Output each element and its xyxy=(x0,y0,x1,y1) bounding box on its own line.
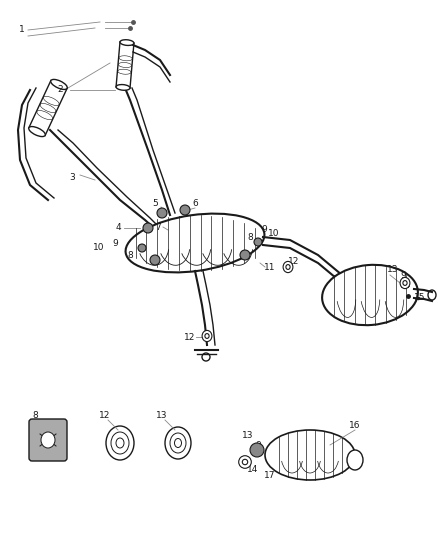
Ellipse shape xyxy=(41,432,55,448)
Ellipse shape xyxy=(126,214,265,272)
Ellipse shape xyxy=(239,456,251,469)
Text: 9: 9 xyxy=(255,441,261,450)
Ellipse shape xyxy=(120,40,134,45)
Ellipse shape xyxy=(403,280,407,285)
Ellipse shape xyxy=(202,330,212,342)
Ellipse shape xyxy=(400,277,410,288)
Text: 3: 3 xyxy=(69,174,75,182)
Text: 10: 10 xyxy=(93,244,105,253)
Ellipse shape xyxy=(138,244,146,252)
Text: 13: 13 xyxy=(156,411,168,421)
Text: 13: 13 xyxy=(242,432,254,440)
Text: 8: 8 xyxy=(247,233,253,243)
Ellipse shape xyxy=(106,426,134,460)
Text: 1: 1 xyxy=(19,26,25,35)
Ellipse shape xyxy=(163,223,177,237)
Ellipse shape xyxy=(254,238,262,246)
Text: 14: 14 xyxy=(400,280,412,289)
Text: 6: 6 xyxy=(192,198,198,207)
Text: 12: 12 xyxy=(99,411,111,421)
Ellipse shape xyxy=(174,439,181,448)
Text: 7: 7 xyxy=(155,222,161,231)
Text: 4: 4 xyxy=(115,223,121,232)
Ellipse shape xyxy=(202,353,210,361)
Ellipse shape xyxy=(165,427,191,459)
Text: 13: 13 xyxy=(387,265,399,274)
Text: 2: 2 xyxy=(57,85,63,94)
Ellipse shape xyxy=(242,459,248,465)
Ellipse shape xyxy=(205,334,209,338)
Text: 9: 9 xyxy=(261,225,267,235)
Ellipse shape xyxy=(167,227,173,233)
Ellipse shape xyxy=(116,438,124,448)
Text: 17: 17 xyxy=(264,472,276,481)
Text: 9: 9 xyxy=(112,239,118,248)
Text: 8: 8 xyxy=(127,252,133,261)
Text: 11: 11 xyxy=(264,262,276,271)
Text: 5: 5 xyxy=(152,198,158,207)
Text: 10: 10 xyxy=(268,229,280,238)
Text: 14: 14 xyxy=(247,465,259,474)
Ellipse shape xyxy=(283,261,293,272)
Text: 15: 15 xyxy=(414,294,426,303)
Ellipse shape xyxy=(157,208,167,218)
Ellipse shape xyxy=(347,450,363,470)
Text: 16: 16 xyxy=(349,422,361,431)
Ellipse shape xyxy=(286,264,290,269)
Text: 9: 9 xyxy=(400,271,406,279)
FancyBboxPatch shape xyxy=(29,419,67,461)
Ellipse shape xyxy=(150,255,160,265)
Ellipse shape xyxy=(29,126,45,136)
Text: 8: 8 xyxy=(32,411,38,421)
Ellipse shape xyxy=(428,290,436,300)
Ellipse shape xyxy=(51,79,67,90)
Text: 12: 12 xyxy=(288,257,300,266)
Ellipse shape xyxy=(180,205,190,215)
Ellipse shape xyxy=(322,265,418,325)
Ellipse shape xyxy=(170,433,186,453)
Ellipse shape xyxy=(116,85,130,90)
Ellipse shape xyxy=(250,443,264,457)
Ellipse shape xyxy=(111,432,129,454)
Ellipse shape xyxy=(265,430,355,480)
Text: 12: 12 xyxy=(184,334,196,343)
Ellipse shape xyxy=(240,250,250,260)
Ellipse shape xyxy=(143,223,153,233)
